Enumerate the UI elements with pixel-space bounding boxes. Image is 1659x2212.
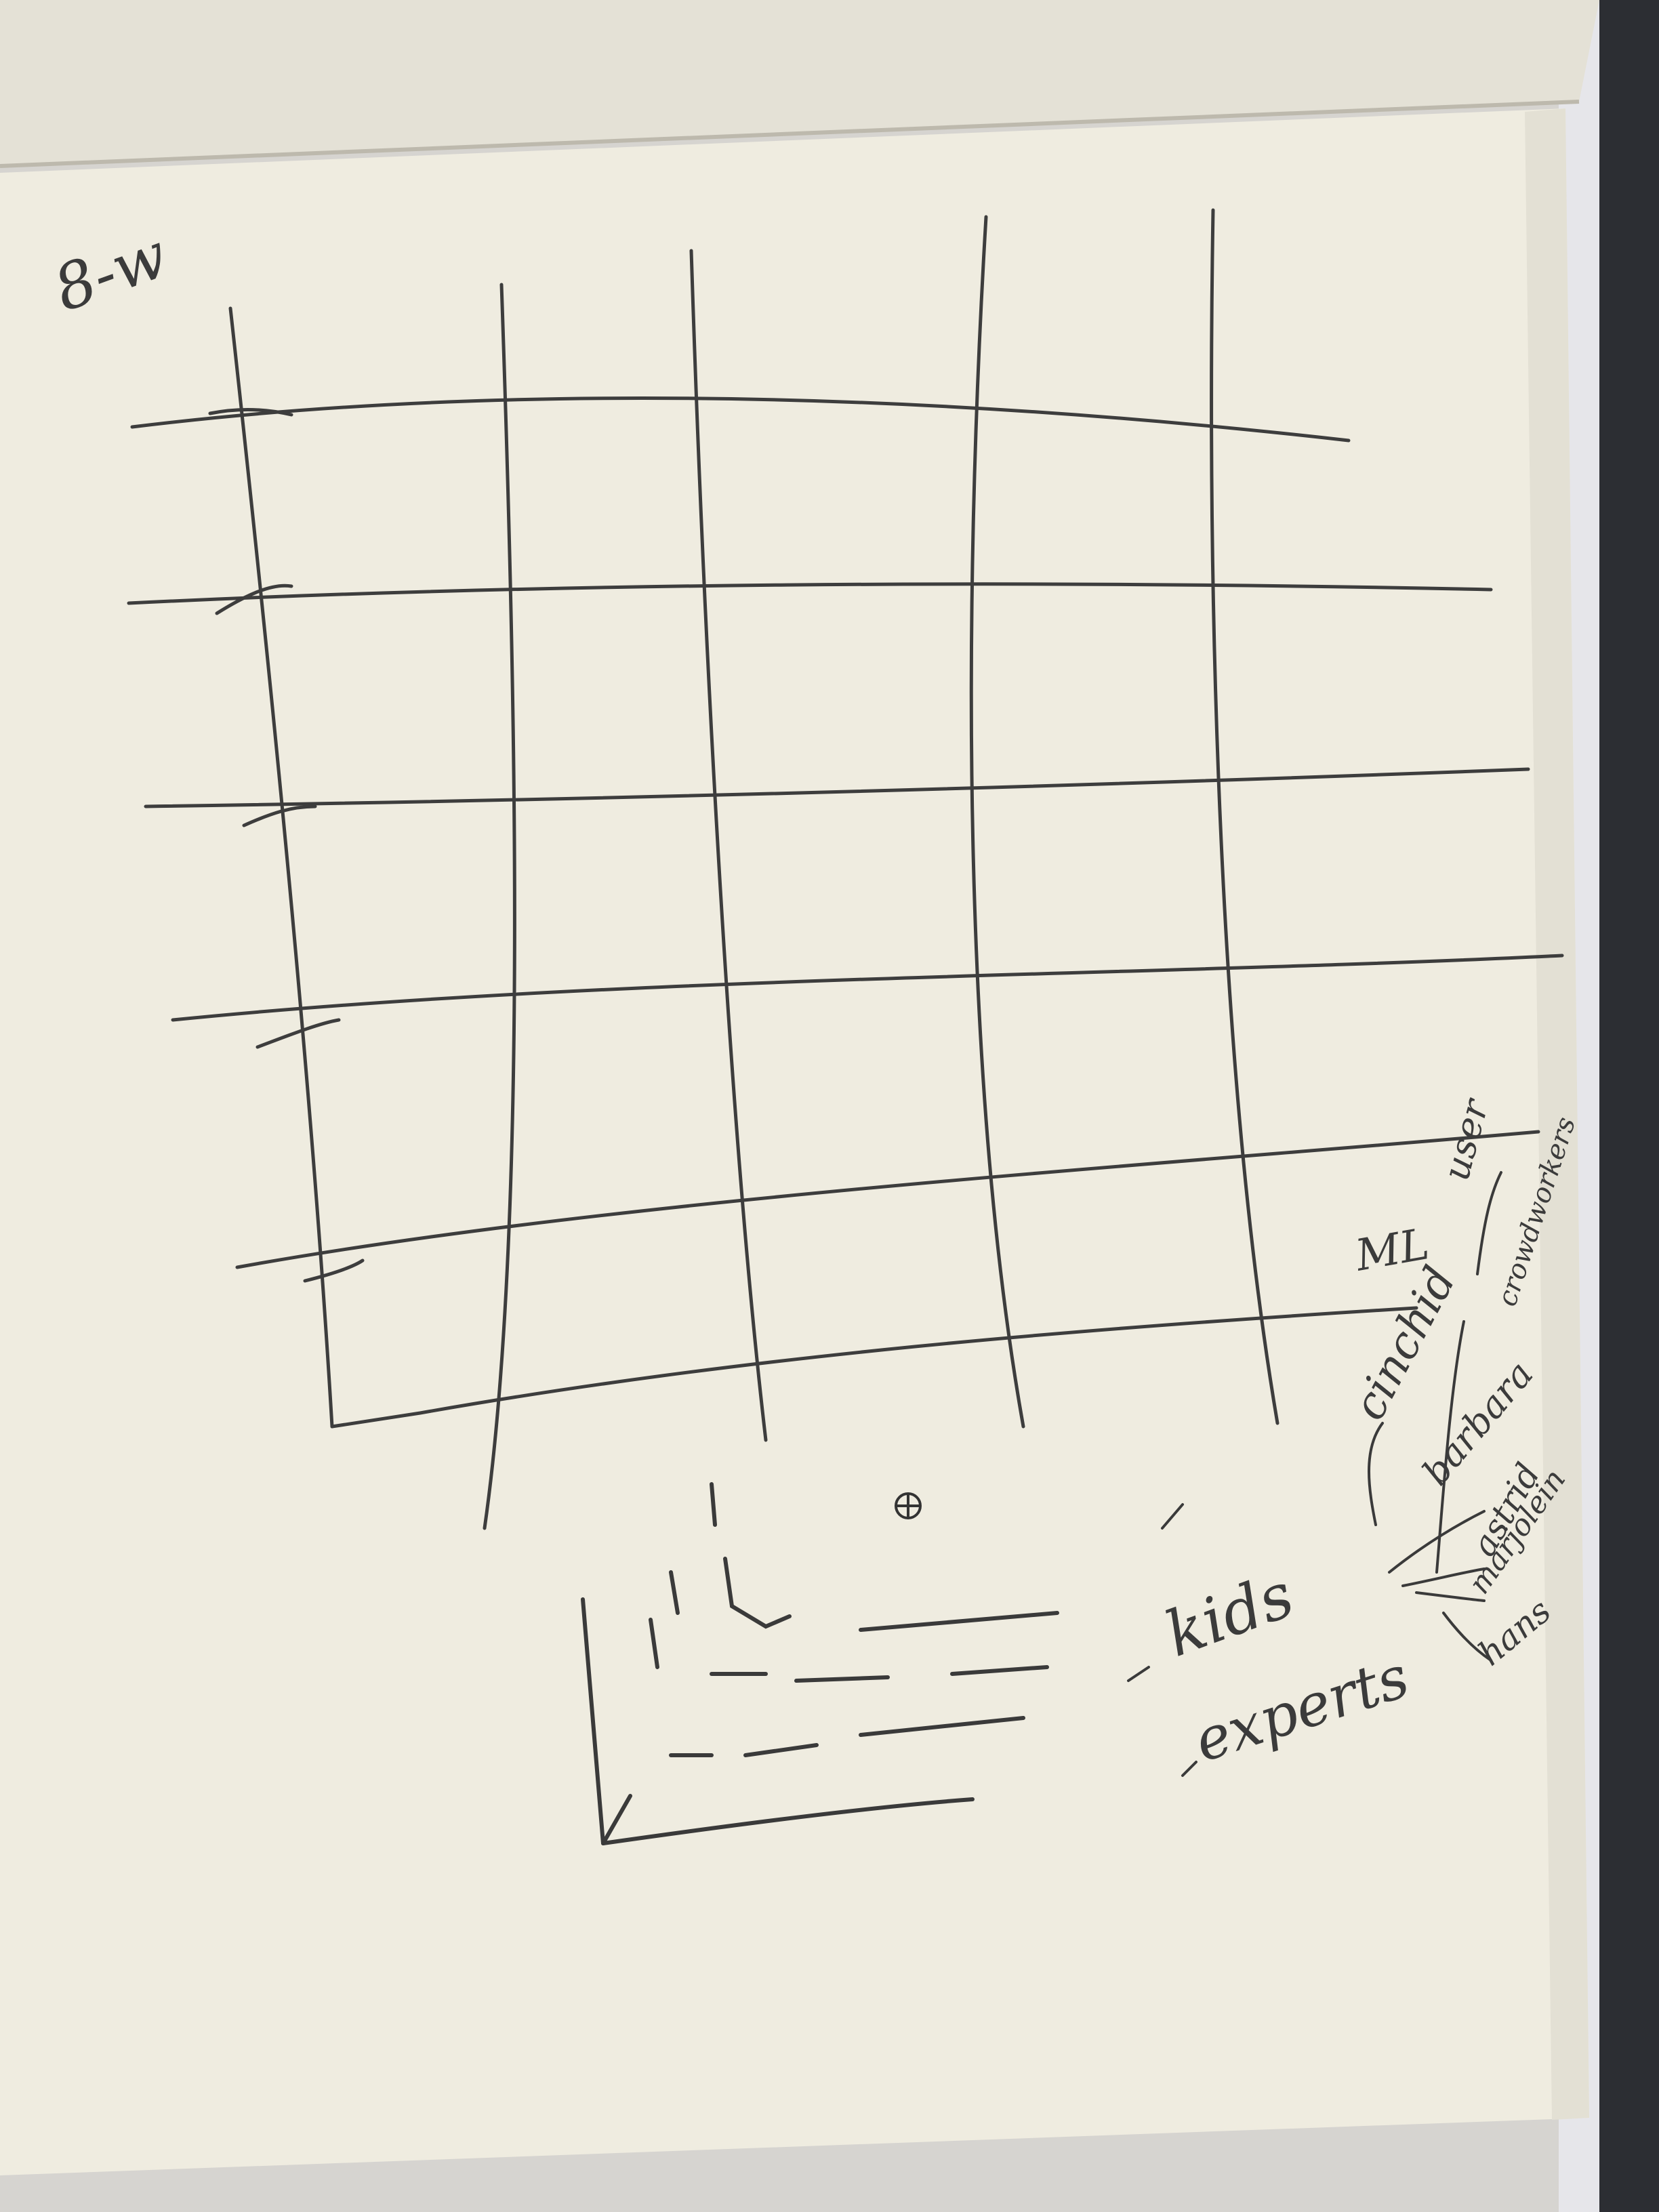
- label-dash: [1127, 1666, 1150, 1682]
- small-line: [710, 1482, 717, 1527]
- small-line: [859, 1716, 1025, 1737]
- connector-line: [1476, 1171, 1502, 1275]
- small-line: [859, 1611, 1059, 1632]
- grid-col-line: [689, 249, 768, 1442]
- small-line: [950, 1665, 1049, 1676]
- connector-line: [1401, 1568, 1486, 1587]
- grid-row-line: [171, 954, 1564, 1022]
- grid-row-line: [127, 582, 1493, 605]
- small-line: [601, 1794, 632, 1845]
- grid-row-line: [144, 767, 1530, 808]
- crosshair-symbol: [895, 1492, 922, 1519]
- grid-left-axis: [228, 306, 334, 1429]
- grid-col-line: [1210, 208, 1279, 1425]
- tick-mark: [242, 804, 317, 827]
- folded-sheet: [0, 0, 1599, 166]
- label-dash: [1181, 1761, 1197, 1777]
- connector-line: [1415, 1591, 1486, 1602]
- label-dash: [1161, 1503, 1184, 1530]
- small-line: [723, 1557, 792, 1629]
- small-line: [743, 1743, 819, 1757]
- connector-line: [1435, 1320, 1465, 1574]
- tick-mark: [255, 1018, 341, 1049]
- small-line: [649, 1618, 659, 1669]
- tick-mark: [303, 1258, 365, 1283]
- grid-col-line: [969, 215, 1025, 1429]
- small-axis-y: [581, 1597, 605, 1845]
- paper-sheet: [0, 108, 1589, 2175]
- small-sketch: [581, 1482, 1059, 1845]
- small-axis-x: [601, 1797, 975, 1845]
- grid-row-line: [235, 1130, 1540, 1269]
- grid-row-line: [130, 396, 1351, 443]
- connector-line: [1442, 1612, 1492, 1662]
- grid-col-line: [483, 283, 516, 1530]
- tick-mark: [208, 407, 293, 417]
- tick-mark: [215, 583, 293, 615]
- name-connectors: [1127, 1171, 1502, 1777]
- small-line: [669, 1570, 680, 1615]
- small-line: [794, 1675, 890, 1683]
- connector-line: [1368, 1422, 1384, 1526]
- grid-sketch: [127, 208, 1564, 1530]
- paper-shadow: [1525, 108, 1589, 2120]
- fold-line: [0, 100, 1580, 168]
